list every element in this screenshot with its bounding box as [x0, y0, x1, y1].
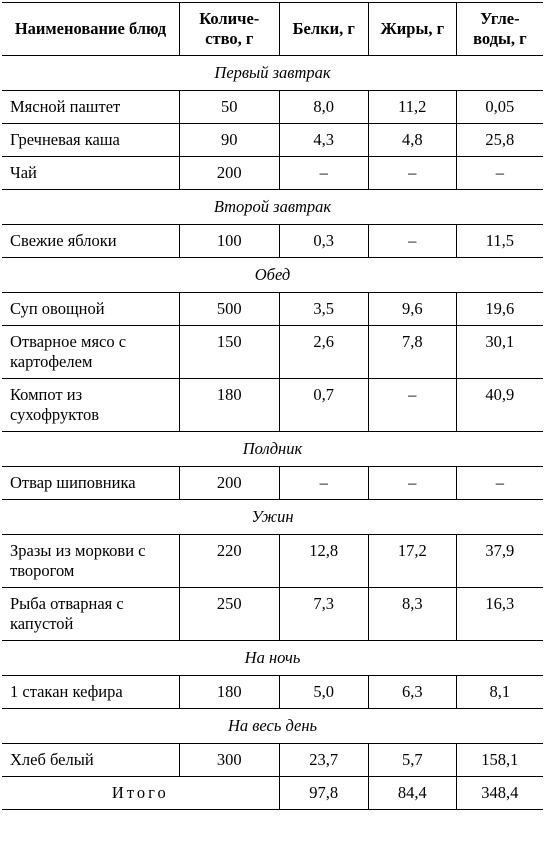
dish-name: Чай [2, 157, 179, 190]
dish-protein: 8,0 [279, 91, 368, 124]
dish-carb: 40,9 [456, 379, 543, 432]
dish-qty: 180 [179, 379, 279, 432]
dish-carb: 16,3 [456, 588, 543, 641]
dish-qty: 220 [179, 535, 279, 588]
dish-qty: 200 [179, 157, 279, 190]
dish-name: Отвар шиповника [2, 467, 179, 500]
total-fat: 84,4 [368, 777, 456, 810]
table-header-row: Наименование блюд Количе­ство, г Белки, … [2, 3, 543, 56]
dish-fat: 11,2 [368, 91, 456, 124]
table-row: Гречневая каша904,34,825,8 [2, 124, 543, 157]
dish-protein: 23,7 [279, 744, 368, 777]
section-title: На ночь [2, 641, 543, 676]
dish-qty: 180 [179, 676, 279, 709]
dish-carb: 11,5 [456, 225, 543, 258]
dish-qty: 50 [179, 91, 279, 124]
section-title: Полдник [2, 432, 543, 467]
dish-qty: 250 [179, 588, 279, 641]
table-row: Хлеб белый30023,75,7158,1 [2, 744, 543, 777]
total-label: Итого [2, 777, 279, 810]
dish-fat: 7,8 [368, 326, 456, 379]
section-title-row: На весь день [2, 709, 543, 744]
dish-protein: 3,5 [279, 293, 368, 326]
table-row: Зразы из моркови с творогом22012,817,237… [2, 535, 543, 588]
dish-carb: 37,9 [456, 535, 543, 588]
dish-carb: 0,05 [456, 91, 543, 124]
total-protein: 97,8 [279, 777, 368, 810]
dish-fat: – [368, 467, 456, 500]
table-row: Отвар шиповника200––– [2, 467, 543, 500]
col-header-name: Наименование блюд [2, 3, 179, 56]
dish-carb: 8,1 [456, 676, 543, 709]
nutrition-table: Наименование блюд Количе­ство, г Белки, … [2, 2, 543, 810]
col-header-qty: Количе­ство, г [179, 3, 279, 56]
dish-fat: 4,8 [368, 124, 456, 157]
section-title-row: Первый завтрак [2, 56, 543, 91]
section-title: Второй завтрак [2, 190, 543, 225]
dish-qty: 500 [179, 293, 279, 326]
dish-protein: 0,3 [279, 225, 368, 258]
dish-name: Отварное мясо с картофелем [2, 326, 179, 379]
dish-qty: 90 [179, 124, 279, 157]
dish-fat: – [368, 225, 456, 258]
dish-qty: 200 [179, 467, 279, 500]
table-row: Рыба отварная с капустой2507,38,316,3 [2, 588, 543, 641]
dish-protein: – [279, 467, 368, 500]
dish-name: 1 стакан кефира [2, 676, 179, 709]
dish-name: Хлеб белый [2, 744, 179, 777]
dish-qty: 150 [179, 326, 279, 379]
table-row: Компот из сухофруктов1800,7–40,9 [2, 379, 543, 432]
dish-fat: 17,2 [368, 535, 456, 588]
table-row: Свежие яблоки1000,3–11,5 [2, 225, 543, 258]
table-row: Мясной паштет508,011,20,05 [2, 91, 543, 124]
col-header-fat: Жиры, г [368, 3, 456, 56]
dish-name: Зразы из моркови с творогом [2, 535, 179, 588]
col-header-carb: Угле­воды, г [456, 3, 543, 56]
table-row: 1 стакан кефира1805,06,38,1 [2, 676, 543, 709]
section-title-row: Ужин [2, 500, 543, 535]
dish-carb: 30,1 [456, 326, 543, 379]
dish-protein: 4,3 [279, 124, 368, 157]
section-title-row: Второй завтрак [2, 190, 543, 225]
table-row: Отварное мясо с картофелем1502,67,830,1 [2, 326, 543, 379]
section-title: Первый завтрак [2, 56, 543, 91]
total-carb: 348,4 [456, 777, 543, 810]
dish-protein: 5,0 [279, 676, 368, 709]
section-title: На весь день [2, 709, 543, 744]
dish-protein: 7,3 [279, 588, 368, 641]
section-title: Ужин [2, 500, 543, 535]
dish-name: Гречневая каша [2, 124, 179, 157]
total-row: Итого97,884,4348,4 [2, 777, 543, 810]
dish-name: Компот из сухофруктов [2, 379, 179, 432]
section-title-row: Полдник [2, 432, 543, 467]
dish-protein: 0,7 [279, 379, 368, 432]
section-title-row: Обед [2, 258, 543, 293]
dish-carb: 158,1 [456, 744, 543, 777]
dish-carb: 25,8 [456, 124, 543, 157]
dish-carb: 19,6 [456, 293, 543, 326]
dish-fat: 6,3 [368, 676, 456, 709]
col-header-prot: Белки, г [279, 3, 368, 56]
table-body: Первый завтракМясной паштет508,011,20,05… [2, 56, 543, 810]
dish-protein: 12,8 [279, 535, 368, 588]
table-row: Чай200––– [2, 157, 543, 190]
dish-qty: 300 [179, 744, 279, 777]
dish-name: Мясной паштет [2, 91, 179, 124]
dish-name: Суп овощной [2, 293, 179, 326]
dish-name: Свежие яблоки [2, 225, 179, 258]
dish-fat: 9,6 [368, 293, 456, 326]
dish-name: Рыба отварная с капустой [2, 588, 179, 641]
dish-fat: 5,7 [368, 744, 456, 777]
dish-carb: – [456, 467, 543, 500]
dish-fat: – [368, 379, 456, 432]
section-title-row: На ночь [2, 641, 543, 676]
table-row: Суп овощной5003,59,619,6 [2, 293, 543, 326]
dish-fat: – [368, 157, 456, 190]
dish-protein: – [279, 157, 368, 190]
dish-carb: – [456, 157, 543, 190]
dish-protein: 2,6 [279, 326, 368, 379]
section-title: Обед [2, 258, 543, 293]
dish-qty: 100 [179, 225, 279, 258]
dish-fat: 8,3 [368, 588, 456, 641]
